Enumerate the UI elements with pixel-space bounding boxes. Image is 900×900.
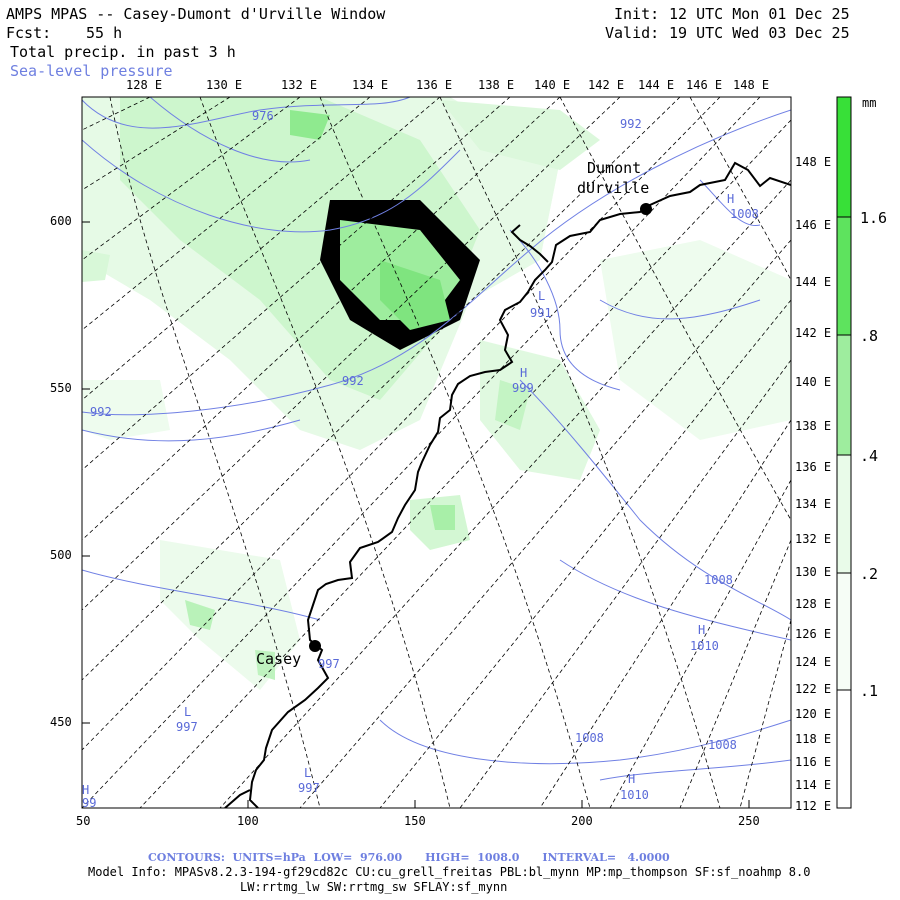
x-tick-label: 200 bbox=[571, 814, 593, 828]
model-info-line-1: Model Info: MPASv8.2.3-194-gf29cd82c CU:… bbox=[88, 865, 811, 879]
contour-info: CONTOURS: UNITS=hPa LOW= 976.00 HIGH= 10… bbox=[148, 851, 670, 864]
lon-top-label: 138 E bbox=[478, 78, 515, 92]
lon-right-label: 144 E bbox=[795, 275, 832, 289]
lon-right-label: 118 E bbox=[795, 732, 832, 746]
fcst-value: 55 h bbox=[86, 24, 123, 42]
isobar-label: H bbox=[628, 772, 636, 786]
station-label-casey: Casey bbox=[256, 650, 302, 668]
isobar-label: 997 bbox=[318, 657, 340, 671]
lon-right-label: 146 E bbox=[795, 218, 832, 232]
isobar-label: L bbox=[184, 705, 192, 719]
precip-field bbox=[82, 97, 791, 690]
lon-top-label: 140 E bbox=[534, 78, 571, 92]
x-tick-label: 100 bbox=[237, 814, 259, 828]
lon-right-label: 148 E bbox=[795, 155, 832, 169]
lon-right-label: 116 E bbox=[795, 755, 832, 769]
x-tick-label: 250 bbox=[738, 814, 760, 828]
y-ticks bbox=[82, 221, 90, 724]
lon-right-label: 122 E bbox=[795, 682, 832, 696]
lon-top-label: 146 E bbox=[686, 78, 723, 92]
colorbar bbox=[836, 96, 852, 809]
lon-right-label: 128 E bbox=[795, 597, 832, 611]
lon-right-label: 130 E bbox=[795, 565, 832, 579]
lon-right-label: 140 E bbox=[795, 375, 832, 389]
isobar-label: 1008 bbox=[708, 738, 737, 752]
isobar-label: 1010 bbox=[690, 639, 719, 653]
y-tick-label: 550 bbox=[50, 381, 72, 395]
isobar-label: 1010 bbox=[620, 788, 649, 802]
lon-top-label: 132 E bbox=[281, 78, 318, 92]
station-label-dumont: Dumont bbox=[587, 159, 642, 177]
lon-right-label: 142 E bbox=[795, 326, 832, 340]
colorbar-level: 1.6 bbox=[860, 209, 888, 227]
isobar-label: H bbox=[727, 192, 735, 206]
lon-right-label: 126 E bbox=[795, 627, 832, 641]
isobar-label: 992 bbox=[342, 374, 364, 388]
y-tick-label: 450 bbox=[50, 715, 72, 729]
lon-top-label: 128 E bbox=[126, 78, 163, 92]
isobar-label: L bbox=[304, 766, 312, 780]
lon-right-label: 112 E bbox=[795, 799, 832, 813]
isobar-label: L bbox=[538, 289, 546, 303]
x-tick-label: 50 bbox=[76, 814, 91, 828]
isobar-label: H bbox=[82, 783, 90, 797]
isobar-label: 99 bbox=[82, 796, 97, 810]
isobar-label: H bbox=[520, 366, 528, 380]
lon-top-label: 130 E bbox=[206, 78, 243, 92]
valid-label: Valid: bbox=[605, 24, 660, 42]
map-title: AMPS MPAS -- Casey-Dumont d'Urville Wind… bbox=[6, 5, 386, 23]
colorbar-level: .4 bbox=[860, 447, 879, 465]
lon-top-label: 148 E bbox=[733, 78, 770, 92]
isobar-label: 1008 bbox=[730, 207, 759, 221]
isobars bbox=[82, 97, 791, 781]
fcst-label: Fcst: bbox=[6, 24, 52, 42]
overlay-name: Sea-level pressure bbox=[10, 62, 173, 80]
isobar-label: 992 bbox=[90, 405, 112, 419]
isobar-label: H bbox=[698, 623, 706, 637]
lon-right-label: 134 E bbox=[795, 497, 832, 511]
valid-value: 19 UTC Wed 03 Dec 25 bbox=[669, 24, 850, 42]
lon-right-label: 120 E bbox=[795, 707, 832, 721]
isobar-label: 999 bbox=[512, 381, 534, 395]
colorbar-level: .2 bbox=[860, 565, 879, 583]
coastline bbox=[224, 161, 791, 808]
field-name: Total precip. in past 3 h bbox=[10, 43, 236, 61]
x-tick-label: 150 bbox=[404, 814, 426, 828]
isobar-label: 992 bbox=[620, 117, 642, 131]
isobar-label: 1008 bbox=[575, 731, 604, 745]
colorbar-level: .8 bbox=[860, 327, 879, 345]
station-label-durville: dUrville bbox=[577, 179, 650, 197]
lon-top-label: 142 E bbox=[588, 78, 625, 92]
init-value: 12 UTC Mon 01 Dec 25 bbox=[669, 5, 850, 23]
isobar-label: 991 bbox=[530, 306, 552, 320]
latlon-grid bbox=[82, 97, 791, 808]
y-tick-label: 500 bbox=[50, 548, 72, 562]
lon-right-label: 138 E bbox=[795, 419, 832, 433]
lon-top-label: 136 E bbox=[416, 78, 453, 92]
model-info-line-2: LW:rrtmg_lw SW:rrtmg_sw SFLAY:sf_mynn bbox=[240, 880, 508, 894]
lon-right-label: 136 E bbox=[795, 460, 832, 474]
dumont-marker bbox=[640, 203, 652, 215]
colorbar-units: mm bbox=[862, 96, 877, 110]
isobar-label: 976 bbox=[252, 109, 274, 123]
plot-frame bbox=[81, 96, 792, 809]
lon-right-label: 132 E bbox=[795, 532, 832, 546]
lon-right-label: 114 E bbox=[795, 778, 832, 792]
lon-top-label: 134 E bbox=[352, 78, 389, 92]
colorbar-level: .1 bbox=[860, 682, 879, 700]
y-tick-label: 600 bbox=[50, 214, 72, 228]
init-label: Init: bbox=[614, 5, 660, 23]
isobar-label: 997 bbox=[298, 781, 320, 795]
isobar-label: 997 bbox=[176, 720, 198, 734]
lon-top-label: 144 E bbox=[638, 78, 675, 92]
isobar-label: 1008 bbox=[704, 573, 733, 587]
lon-right-label: 124 E bbox=[795, 655, 832, 669]
casey-marker bbox=[309, 640, 321, 652]
x-ticks bbox=[81, 800, 750, 808]
